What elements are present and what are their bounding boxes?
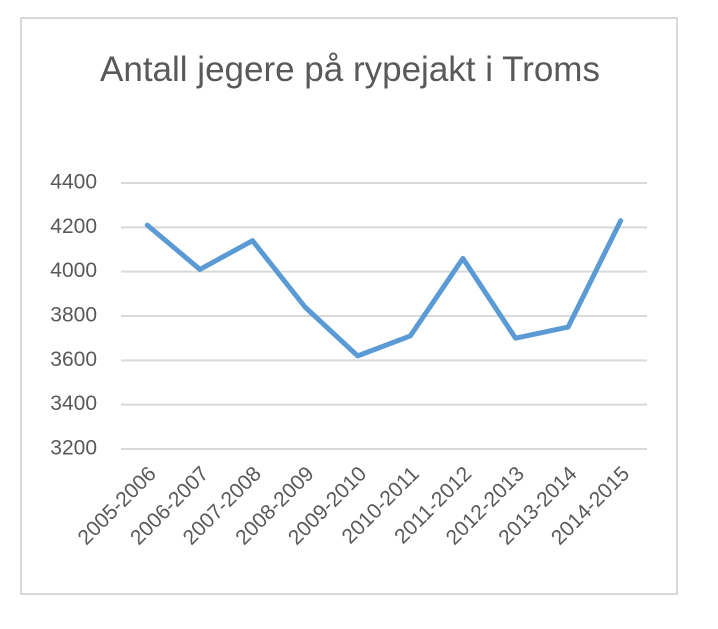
y-tick-label: 3200 (50, 437, 97, 460)
y-tick-label: 3400 (50, 392, 97, 415)
chart-frame (20, 17, 678, 595)
data-line (144, 218, 624, 359)
y-tick-label: 4400 (50, 171, 97, 194)
y-tick-label: 3800 (50, 304, 97, 327)
chart-title: Antall jegere på rypejakt i Troms (100, 50, 600, 89)
y-tick-label: 4000 (50, 259, 97, 282)
y-tick-label: 4200 (50, 215, 97, 238)
y-tick-label: 3600 (50, 348, 97, 371)
